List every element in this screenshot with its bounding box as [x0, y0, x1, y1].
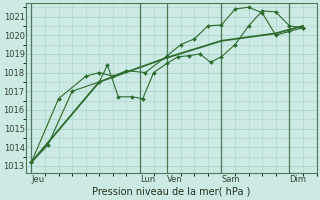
X-axis label: Pression niveau de la mer( hPa ): Pression niveau de la mer( hPa ) — [92, 187, 251, 197]
